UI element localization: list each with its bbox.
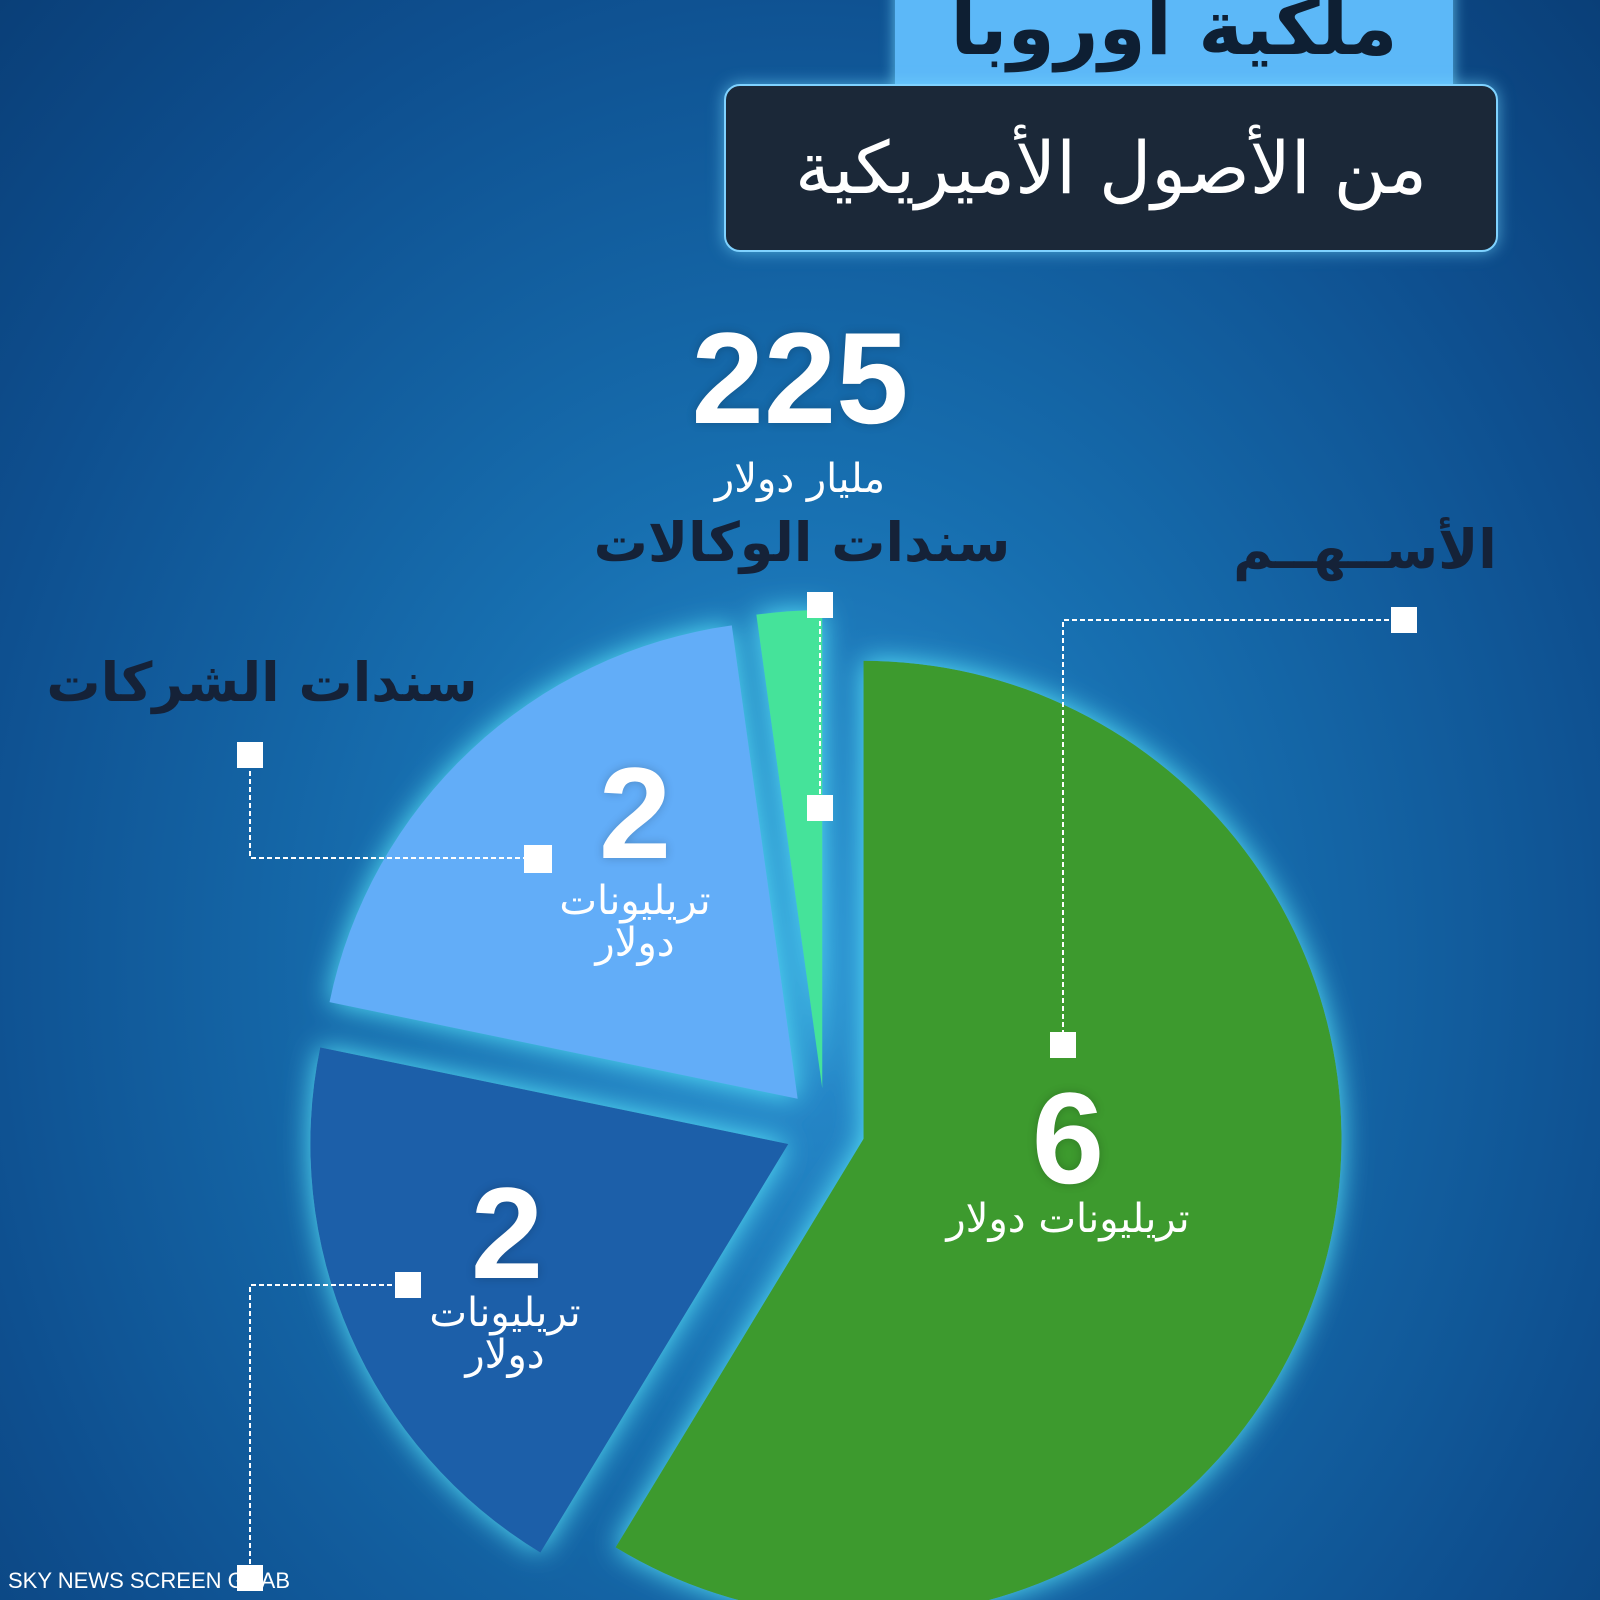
leader-markers — [237, 592, 1417, 1591]
value-label: 2 — [470, 1160, 544, 1306]
value-label: 2 — [598, 740, 672, 886]
unit-label: تريليونات دولار — [946, 1196, 1190, 1242]
pie-slice — [615, 660, 1342, 1600]
category-label: سندات الشركات — [46, 651, 478, 714]
pie-slice — [756, 610, 823, 1089]
pie-slice — [310, 1047, 789, 1553]
title: ملكية أوروبا — [895, 0, 1453, 98]
unit-label: تريليونات دولار — [429, 1290, 581, 1378]
value-label: 225 — [691, 305, 909, 451]
source: SKY NEWS SCREEN GRAB — [8, 1568, 290, 1593]
unit-label: تريليونات دولار — [559, 878, 711, 966]
subtitle: من الأصول الأميريكية — [724, 84, 1498, 252]
leader-lines — [249, 605, 1405, 1580]
pie-slice — [329, 625, 798, 1099]
category-label: سندات الوكالات — [593, 511, 1011, 574]
value-label: 6 — [1031, 1065, 1105, 1211]
unit-label: مليار دولار — [714, 456, 886, 502]
pie — [310, 610, 1342, 1600]
category-label: الأســهــم — [1233, 518, 1497, 581]
